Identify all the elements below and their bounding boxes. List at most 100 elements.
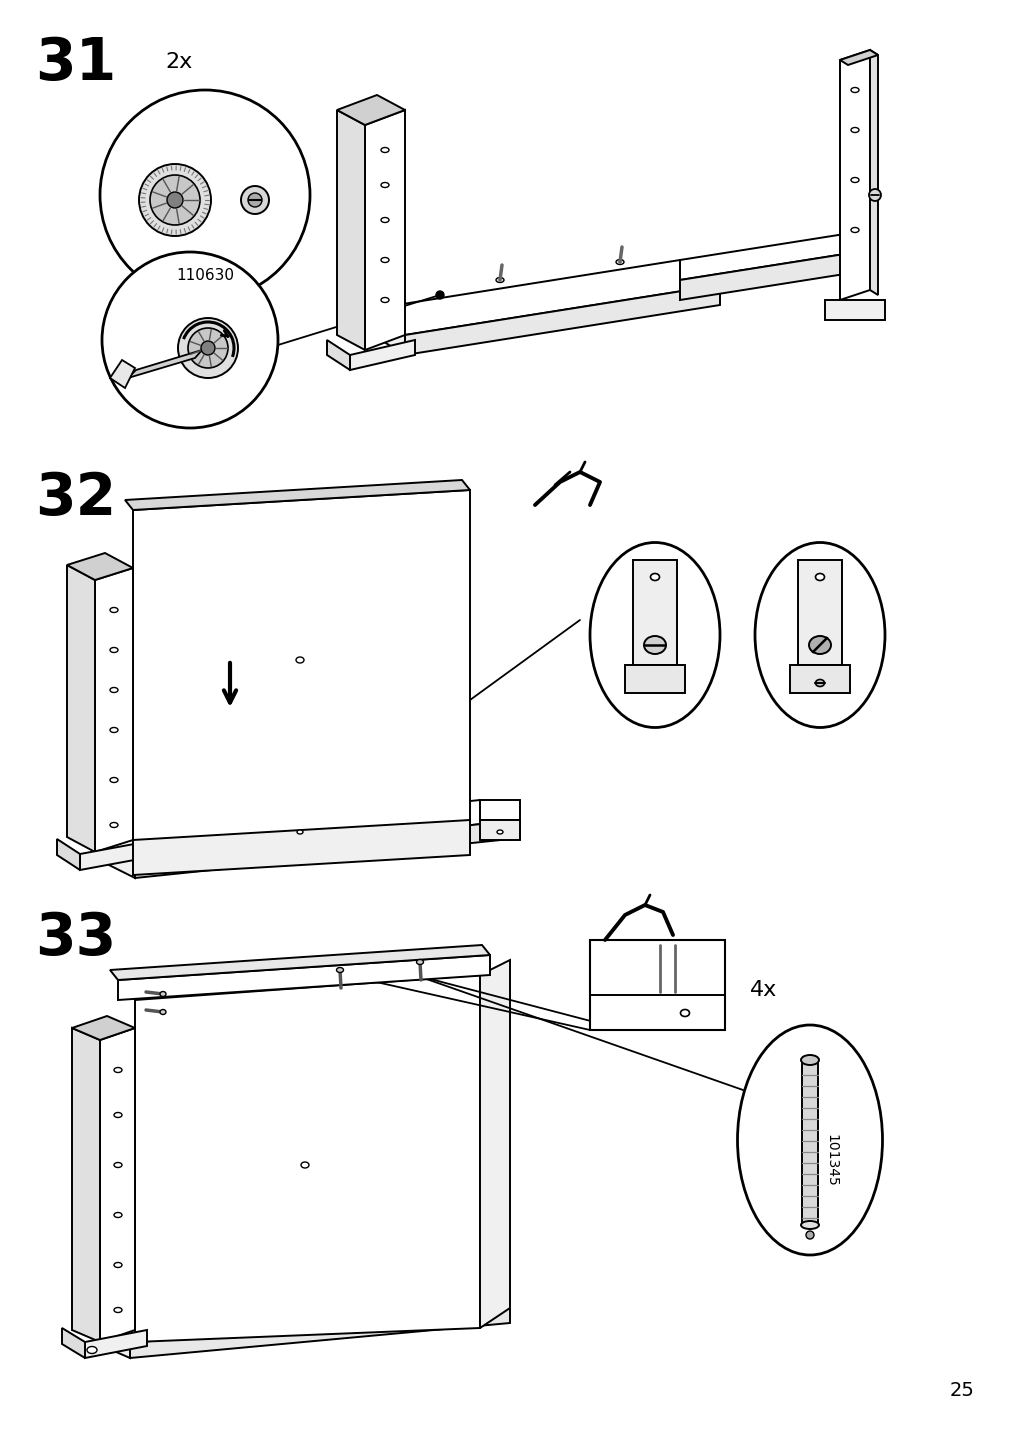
Polygon shape (110, 945, 489, 979)
Polygon shape (134, 821, 520, 878)
Polygon shape (327, 339, 350, 369)
Text: 25: 25 (949, 1380, 974, 1400)
Ellipse shape (850, 178, 858, 182)
Ellipse shape (589, 543, 719, 727)
Ellipse shape (650, 573, 659, 580)
Ellipse shape (737, 1025, 882, 1254)
Ellipse shape (110, 647, 118, 653)
Ellipse shape (754, 543, 885, 727)
Circle shape (241, 186, 269, 213)
Text: 31: 31 (35, 34, 116, 92)
Polygon shape (132, 490, 469, 858)
Polygon shape (679, 251, 869, 299)
Polygon shape (625, 664, 684, 693)
Text: 110630: 110630 (176, 268, 234, 282)
Polygon shape (365, 261, 719, 335)
Circle shape (868, 189, 881, 200)
Polygon shape (100, 1330, 129, 1358)
Ellipse shape (616, 259, 624, 265)
Polygon shape (62, 1327, 85, 1358)
Polygon shape (479, 800, 520, 821)
Polygon shape (350, 339, 415, 369)
Text: 101345: 101345 (823, 1134, 837, 1186)
Polygon shape (67, 566, 95, 852)
Circle shape (201, 341, 214, 355)
Ellipse shape (114, 1113, 122, 1117)
Polygon shape (67, 553, 132, 580)
Polygon shape (801, 1060, 817, 1224)
Circle shape (102, 252, 278, 428)
Polygon shape (57, 839, 80, 871)
Ellipse shape (808, 636, 830, 654)
Polygon shape (798, 560, 841, 664)
Ellipse shape (295, 657, 303, 663)
Ellipse shape (815, 573, 824, 580)
Polygon shape (790, 664, 849, 693)
Ellipse shape (87, 1346, 97, 1353)
Circle shape (436, 291, 444, 299)
Ellipse shape (801, 1055, 818, 1065)
Ellipse shape (850, 127, 858, 133)
Polygon shape (337, 95, 404, 125)
Ellipse shape (114, 1263, 122, 1267)
Ellipse shape (643, 636, 665, 654)
Text: 4x: 4x (749, 979, 776, 1000)
Polygon shape (479, 959, 510, 1327)
Polygon shape (72, 1028, 100, 1342)
Polygon shape (679, 231, 869, 281)
Circle shape (188, 328, 227, 368)
Ellipse shape (417, 959, 423, 965)
Ellipse shape (160, 1010, 166, 1014)
Ellipse shape (380, 258, 388, 262)
Ellipse shape (110, 687, 118, 693)
Ellipse shape (337, 968, 343, 972)
Circle shape (167, 192, 183, 208)
Polygon shape (365, 110, 404, 349)
Ellipse shape (850, 228, 858, 232)
Polygon shape (337, 110, 365, 349)
Circle shape (150, 175, 200, 225)
Ellipse shape (114, 1213, 122, 1217)
Ellipse shape (114, 1067, 122, 1073)
Polygon shape (95, 841, 134, 878)
Polygon shape (839, 50, 878, 64)
Polygon shape (85, 1330, 147, 1358)
Polygon shape (100, 1295, 510, 1343)
Text: 2x: 2x (165, 52, 192, 72)
Ellipse shape (850, 87, 858, 93)
Ellipse shape (160, 991, 166, 997)
Polygon shape (95, 800, 520, 861)
Ellipse shape (496, 831, 502, 833)
Polygon shape (100, 1028, 134, 1342)
Polygon shape (129, 1307, 510, 1358)
Ellipse shape (114, 1307, 122, 1313)
Ellipse shape (296, 831, 302, 833)
Circle shape (805, 1232, 813, 1239)
Polygon shape (134, 975, 479, 1342)
Polygon shape (365, 309, 404, 355)
Polygon shape (132, 821, 469, 875)
Ellipse shape (380, 298, 388, 302)
Circle shape (100, 90, 309, 299)
Ellipse shape (679, 1010, 688, 1017)
Ellipse shape (380, 218, 388, 222)
Circle shape (248, 193, 262, 208)
Ellipse shape (300, 1161, 308, 1169)
Polygon shape (80, 842, 145, 871)
Ellipse shape (110, 822, 118, 828)
Polygon shape (125, 480, 469, 510)
Polygon shape (589, 939, 724, 1030)
Ellipse shape (495, 278, 503, 282)
Polygon shape (632, 560, 676, 664)
Ellipse shape (801, 1221, 818, 1229)
Ellipse shape (110, 607, 118, 613)
Circle shape (178, 318, 238, 378)
Ellipse shape (110, 778, 118, 782)
Polygon shape (824, 299, 885, 319)
Polygon shape (110, 359, 134, 388)
Ellipse shape (380, 147, 388, 152)
Text: 32: 32 (35, 470, 116, 527)
Polygon shape (479, 821, 520, 841)
Ellipse shape (110, 727, 118, 733)
Ellipse shape (380, 182, 388, 188)
